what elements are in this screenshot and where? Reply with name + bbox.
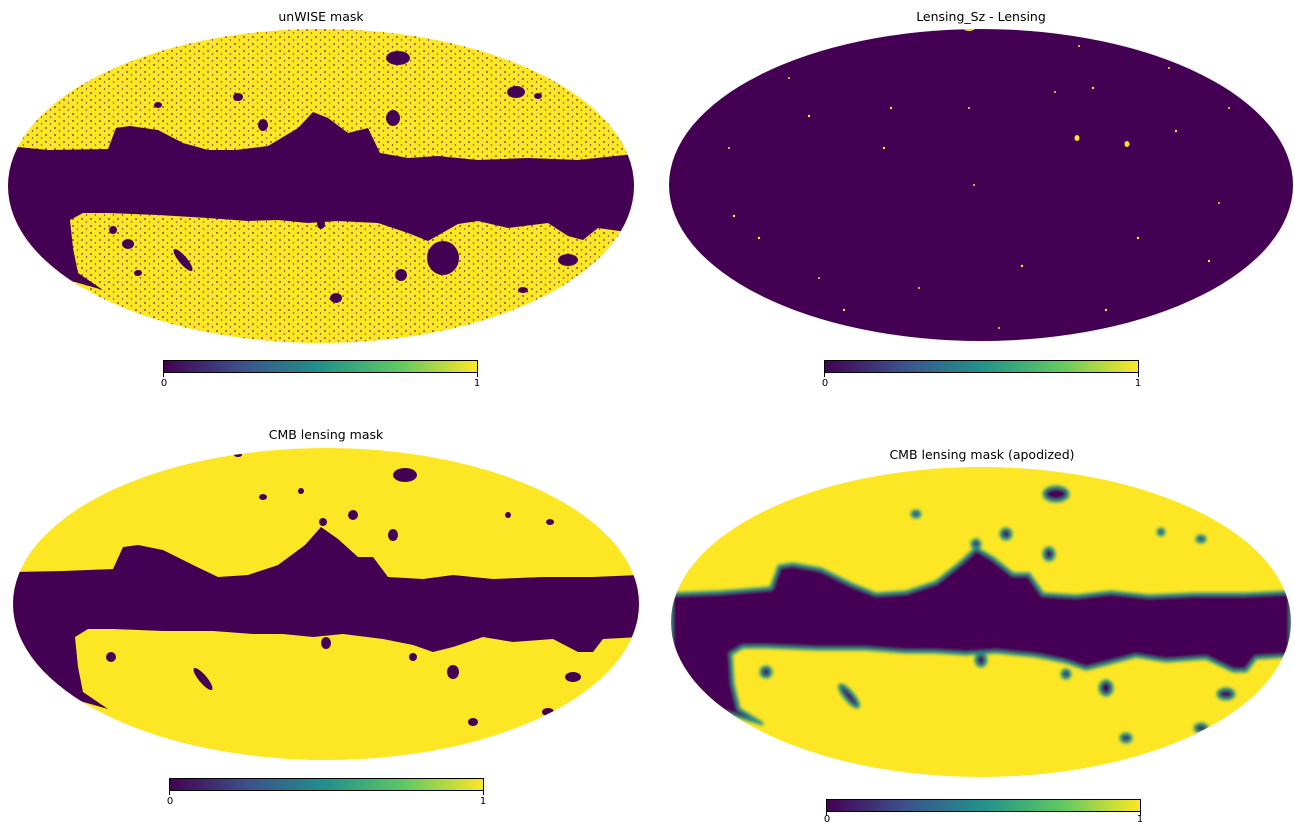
colorbar-min-label: 0 [821, 378, 829, 389]
colorbar [826, 799, 1141, 812]
panel-title: Lensing_Sz - Lensing [916, 9, 1046, 24]
colorbar-min-label: 0 [160, 378, 168, 389]
colorbar-max-label: 1 [1134, 378, 1142, 389]
colorbar [163, 360, 478, 373]
colorbar-min-label: 0 [166, 796, 174, 807]
galactic-plane-mask [13, 527, 639, 709]
colorbar-min-label: 0 [823, 814, 831, 825]
galactic-plane-mask [8, 112, 634, 290]
colorbar [824, 360, 1139, 373]
panel-title: unWISE mask [278, 9, 364, 24]
colorbar-max-label: 1 [1136, 814, 1144, 825]
galactic-plane-mask [671, 546, 1291, 726]
mollweide-map-unwise [8, 29, 634, 343]
colorbar-max-label: 1 [473, 378, 481, 389]
colorbar-max-label: 1 [479, 796, 487, 807]
panel-title: CMB lensing mask [268, 427, 384, 442]
mollweide-map-cmb-lensing [13, 448, 639, 760]
mollweide-map-lensing-sz-diff [669, 29, 1293, 341]
mollweide-map-cmb-lensing-apodized [671, 467, 1291, 777]
colorbar [169, 778, 484, 791]
panel-title: CMB lensing mask (apodized) [889, 447, 1075, 462]
